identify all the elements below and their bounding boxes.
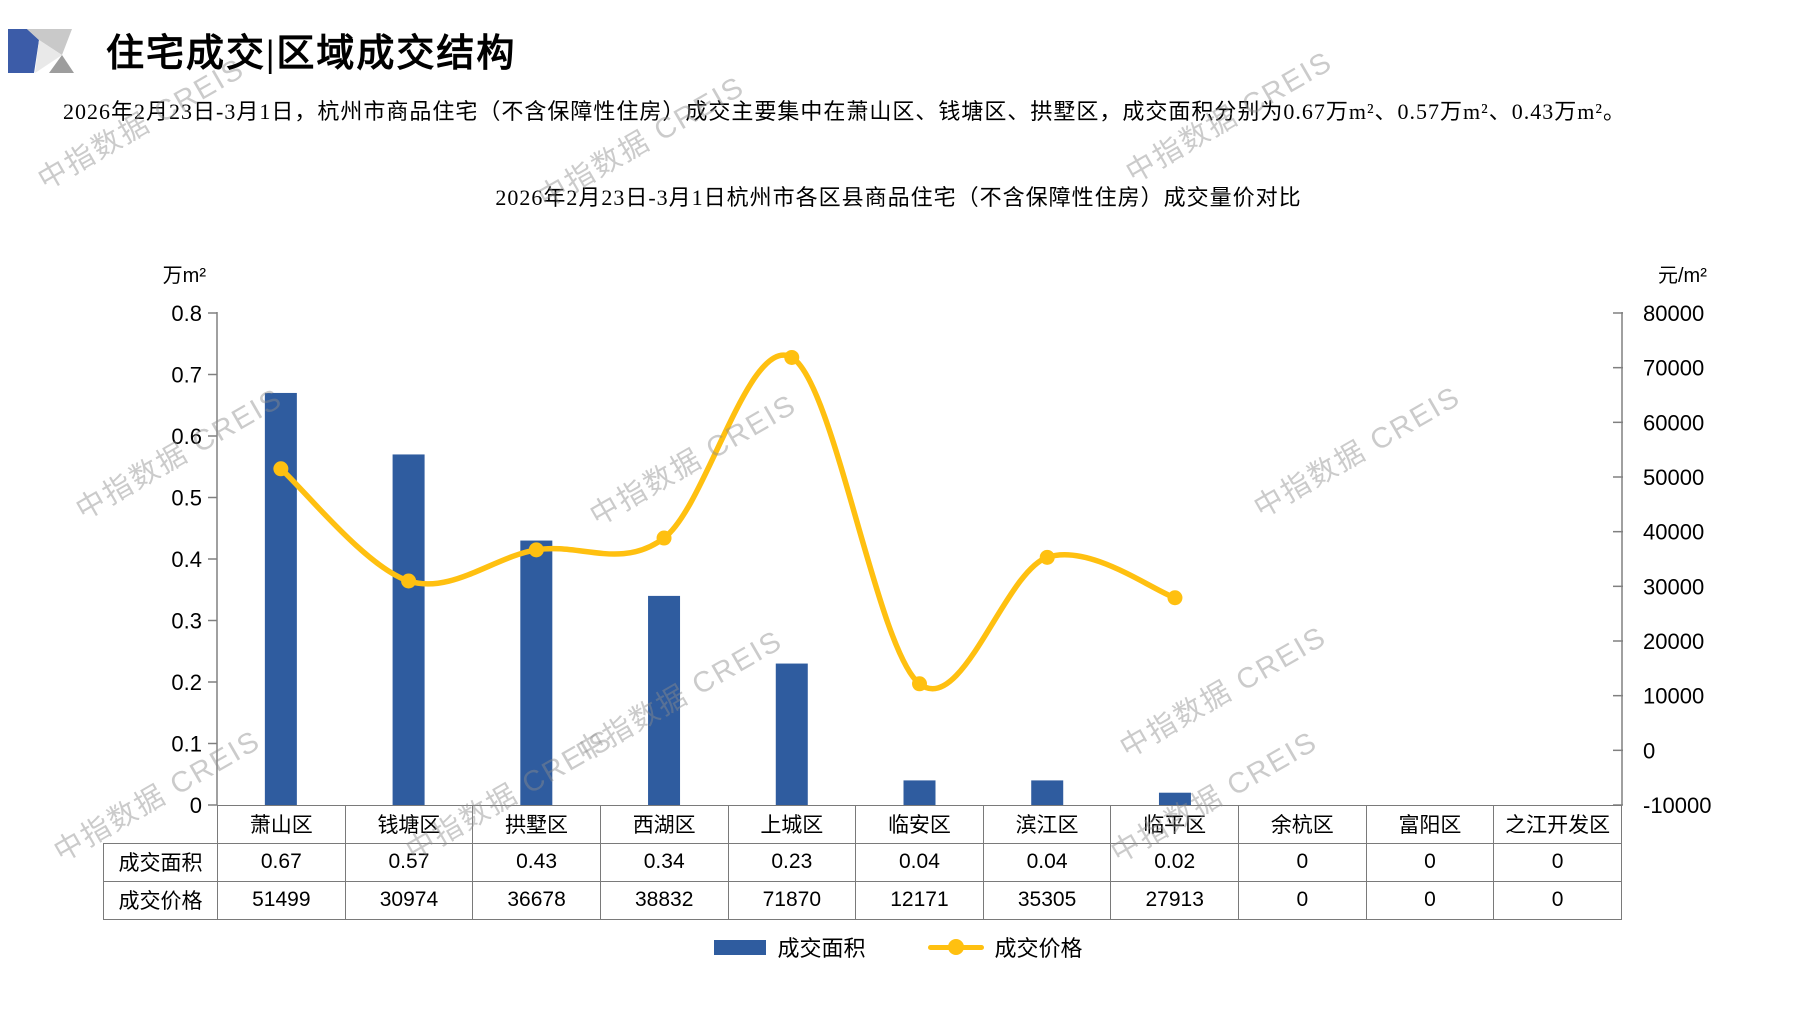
right-axis-tick-label: 10000: [1643, 684, 1704, 709]
left-axis-tick-label: 0.6: [171, 424, 202, 449]
line-point: [912, 676, 927, 692]
table-cell: 0.34: [599, 842, 729, 882]
legend-item-price: 成交价格: [927, 931, 1083, 963]
table-cell: 0.04: [982, 842, 1112, 882]
right-axis-tick-label: 70000: [1643, 356, 1704, 381]
table-cell: 30974: [344, 880, 474, 920]
line-swatch-icon: [927, 939, 984, 955]
right-axis-unit: 元/m²: [1658, 265, 1707, 287]
creis-logo: [8, 28, 74, 73]
table-col-header: 临平区: [1110, 805, 1239, 844]
page-header: 住宅成交|区域成交结构: [8, 22, 516, 77]
table-cell: 12171: [855, 880, 984, 920]
left-axis-tick-label: 0.4: [171, 547, 202, 572]
table-row-label: 成交面积: [103, 842, 218, 882]
line-point: [273, 461, 289, 477]
left-axis-tick-label: 0.5: [171, 486, 202, 511]
line-point: [528, 542, 544, 558]
left-axis-tick-label: 0: [190, 793, 202, 818]
table-col-header: 拱墅区: [472, 805, 601, 844]
line-point: [784, 349, 800, 365]
table-col-header: 上城区: [727, 805, 857, 844]
table-cell: 38832: [599, 880, 729, 920]
table-cell: 0.04: [855, 842, 984, 882]
bar-滨江区: [1031, 780, 1064, 805]
bar-上城区: [775, 663, 808, 805]
bar-萧山区: [264, 392, 297, 805]
table-blank-cell: [104, 806, 218, 844]
table-row: 成交面积 0.67 0.57 0.43 0.34 0.23 0.04 0.04 0.02 0 0 0: [103, 842, 1622, 882]
table-cell: 36678: [472, 880, 601, 920]
table-cell: 0.23: [727, 842, 857, 882]
table-col-header: 富阳区: [1365, 805, 1495, 844]
table-cell: 0.57: [344, 842, 474, 882]
right-axis-tick-label: 60000: [1643, 410, 1704, 435]
line-point: [1167, 590, 1183, 606]
table-col-header: 滨江区: [982, 805, 1112, 844]
bar-swatch-icon: [714, 939, 767, 955]
line-point: [656, 530, 672, 546]
legend-label-area: 成交面积: [777, 936, 866, 961]
right-axis-tick-label: 50000: [1643, 465, 1704, 490]
table-cell: 0: [1238, 842, 1367, 882]
right-axis-tick-label: 80000: [1643, 301, 1704, 326]
left-axis-unit: 万m²: [162, 265, 206, 287]
table-col-header: 西湖区: [599, 805, 729, 844]
bar-西湖区: [648, 595, 681, 805]
table-row: 成交价格 51499 30974 36678 38832 71870 12171 35305 2…: [103, 880, 1622, 920]
table-cell: 0.67: [217, 842, 346, 882]
left-axis-tick-label: 0.3: [171, 609, 202, 634]
bar-临平区: [1158, 792, 1191, 805]
left-axis-tick-label: 0.1: [171, 732, 202, 757]
table-cell: 0.43: [472, 842, 601, 882]
summary-text: 2026年2月23日-3月1日，杭州市商品住宅（不含保障性住房）成交主要集中在萧…: [63, 99, 1626, 124]
table-cell: 51499: [217, 880, 346, 920]
line-point: [401, 573, 417, 589]
table-row-label: 成交价格: [103, 880, 218, 920]
bar-拱墅区: [520, 540, 553, 805]
chart-data-table: 萧山区 钱塘区 拱墅区 西湖区 上城区 临安区 滨江区 临平区 余杭区 富阳区 之江开发区 成交面积 0…: [103, 805, 1622, 920]
table-cell: 0: [1365, 842, 1495, 882]
right-axis-tick-label: 30000: [1643, 574, 1704, 599]
table-cell: 0: [1493, 842, 1622, 882]
table-cell: 0.02: [1110, 842, 1239, 882]
line-point-icon: [947, 939, 964, 955]
table-header-row: 萧山区 钱塘区 拱墅区 西湖区 上城区 临安区 滨江区 临平区 余杭区 富阳区 之江开发区: [104, 805, 1622, 844]
price-line: [278, 352, 1178, 692]
table-col-header: 临安区: [855, 805, 984, 844]
bar-钱塘区: [392, 454, 425, 805]
left-axis-tick-label: 0.7: [171, 363, 202, 388]
table-col-header: 萧山区: [217, 805, 346, 844]
chart-title: 2026年2月23日-3月1日杭州市各区县商品住宅（不含保障性住房）成交量价对比: [495, 185, 1302, 210]
left-axis-tick-label: 0.2: [171, 670, 202, 695]
table-cell: 71870: [727, 880, 857, 920]
legend-label-price: 成交价格: [994, 936, 1083, 961]
page-title: 住宅成交|区域成交结构: [106, 33, 517, 75]
bar-临安区: [903, 780, 936, 805]
table-col-header: 之江开发区: [1493, 805, 1622, 844]
table-col-header: 余杭区: [1238, 805, 1367, 844]
chart-legend: 成交面积 成交价格: [0, 931, 1797, 963]
table-cell: 0: [1238, 880, 1367, 920]
right-axis-tick-label: -10000: [1643, 793, 1712, 818]
table-cell: 35305: [982, 880, 1112, 920]
legend-item-area: 成交面积: [714, 931, 866, 963]
right-axis-tick-label: 20000: [1643, 629, 1704, 654]
right-axis-tick-label: 0: [1643, 738, 1655, 763]
table-cell: 27913: [1110, 880, 1239, 920]
table-cell: 0: [1365, 880, 1495, 920]
line-point: [1039, 549, 1055, 565]
right-axis-tick-label: 40000: [1643, 520, 1704, 545]
table-cell: 0: [1493, 880, 1622, 920]
table-col-header: 钱塘区: [344, 805, 474, 844]
left-axis-tick-label: 0.8: [171, 301, 202, 326]
